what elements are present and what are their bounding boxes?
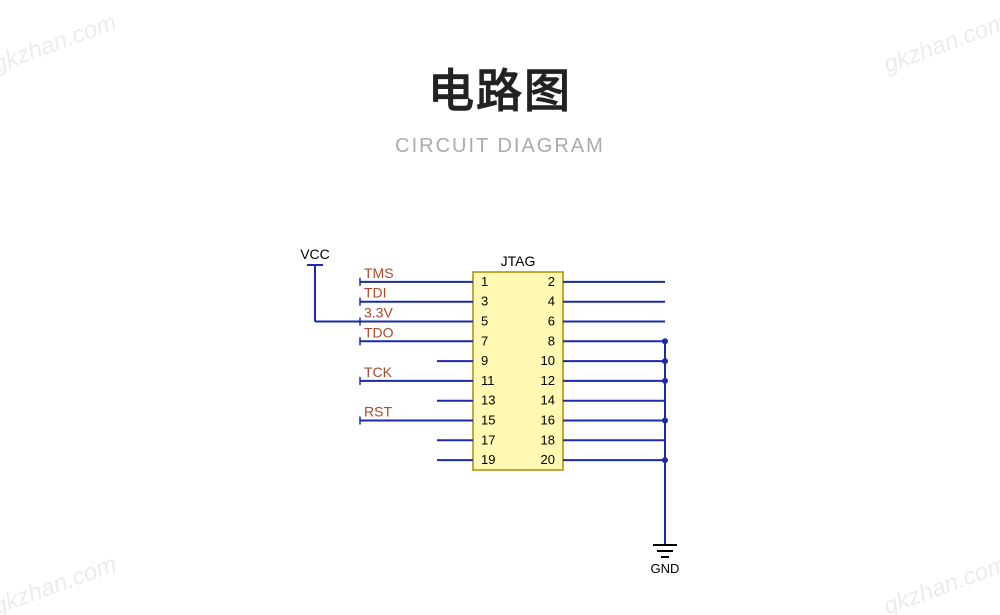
- pin-right-4: 10: [541, 353, 555, 368]
- pin-left-0: 1: [481, 274, 488, 289]
- label-TDO: TDO: [364, 324, 394, 340]
- pin-right-1: 4: [548, 294, 555, 309]
- pin-right-2: 6: [548, 314, 555, 329]
- label-TMS: TMS: [364, 265, 394, 281]
- pin-left-1: 3: [481, 294, 488, 309]
- pin-right-0: 2: [548, 274, 555, 289]
- gnd-label: GND: [651, 561, 680, 576]
- pin-left-7: 15: [481, 413, 495, 428]
- node-dot-3: [662, 338, 668, 344]
- node-dot-4: [662, 358, 668, 364]
- pin-right-6: 14: [541, 393, 555, 408]
- node-dot-5: [662, 378, 668, 384]
- vcc-label: VCC: [300, 246, 330, 262]
- pin-left-8: 17: [481, 432, 495, 447]
- pin-left-4: 9: [481, 353, 488, 368]
- node-dot-9: [662, 457, 668, 463]
- pin-left-3: 7: [481, 333, 488, 348]
- pin-left-6: 13: [481, 393, 495, 408]
- pin-left-2: 5: [481, 314, 488, 329]
- pin-right-3: 8: [548, 333, 555, 348]
- label-TDI: TDI: [364, 285, 387, 301]
- pin-right-8: 18: [541, 432, 555, 447]
- label-TCK: TCK: [364, 364, 393, 380]
- chip-header: JTAG: [501, 253, 536, 269]
- pin-left-5: 11: [481, 373, 495, 388]
- label-3.3V: 3.3V: [364, 305, 393, 321]
- label-RST: RST: [364, 404, 392, 420]
- pin-right-9: 20: [541, 452, 555, 467]
- pin-right-7: 16: [541, 413, 555, 428]
- pin-left-9: 19: [481, 452, 495, 467]
- node-dot-7: [662, 418, 668, 424]
- circuit-svg: JTAG1234567891011121314151617181920TMSTD…: [0, 0, 1000, 615]
- pin-right-5: 12: [541, 373, 555, 388]
